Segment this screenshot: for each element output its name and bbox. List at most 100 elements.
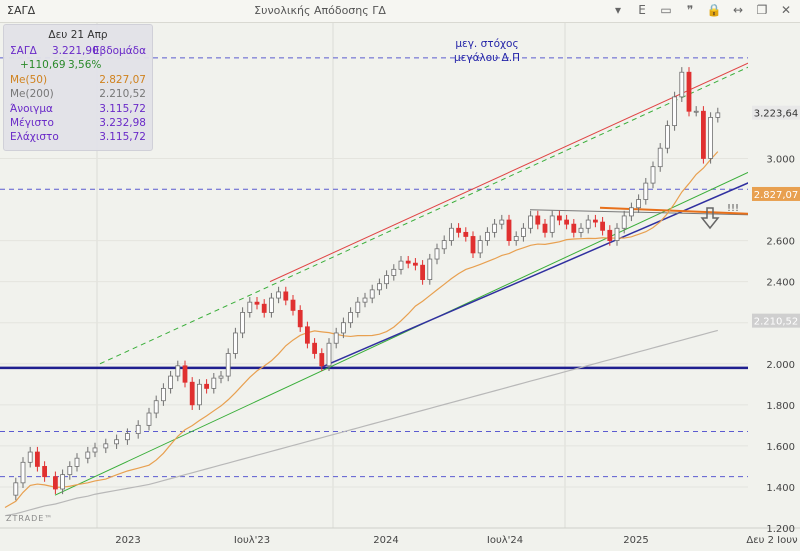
info-date: Δευ 21 Απρ xyxy=(48,29,108,41)
candle-body xyxy=(549,215,555,233)
candle-body xyxy=(665,125,670,149)
ma50-value: 2.827,07 xyxy=(99,74,146,86)
y-tick-label: 2.000 xyxy=(766,360,795,371)
moving-averages xyxy=(4,151,720,517)
candle-body xyxy=(499,219,505,225)
square-icon[interactable]: ▭ xyxy=(660,3,672,17)
last-price-label-bg xyxy=(752,105,800,120)
info-change-pct: 3,56% xyxy=(68,59,102,71)
info-period: Εβδομάδα xyxy=(92,45,146,57)
candle-body xyxy=(542,223,548,233)
candle-body xyxy=(283,291,289,301)
close-icon[interactable]: ✕ xyxy=(780,3,792,17)
candle-body xyxy=(448,227,454,241)
candle-body xyxy=(484,231,490,241)
candle-body xyxy=(585,219,591,229)
candle-body xyxy=(225,353,231,377)
target-annotation-line1: μεγ. στόχος xyxy=(455,38,518,50)
candle-body xyxy=(578,227,584,233)
candle-body xyxy=(513,236,519,241)
y-tick-label: 1.200 xyxy=(766,524,795,535)
candle-body xyxy=(521,227,526,237)
candle-body xyxy=(679,71,685,98)
candle-body xyxy=(384,275,390,285)
ma200-price-label-bg xyxy=(752,313,800,328)
header-icons: ▾ E ▭ ❞ 🔒 ↔ ❐ ✕ xyxy=(610,2,794,18)
quote-icon[interactable]: ❞ xyxy=(686,3,694,17)
candle-body xyxy=(261,303,267,313)
candle-body xyxy=(650,166,656,184)
candle-body xyxy=(672,96,677,127)
candle-body xyxy=(297,309,303,328)
y-tick-label: 3.000 xyxy=(766,154,795,165)
x-tick-label: 2025 xyxy=(623,535,648,546)
symbol-label[interactable]: ΣΑΓΔ xyxy=(7,4,36,17)
candle-body xyxy=(153,400,159,414)
ma50-price-label-bg xyxy=(752,186,800,201)
candle-body xyxy=(614,227,620,241)
candle-body xyxy=(168,375,174,389)
candle-body xyxy=(607,229,613,241)
candle-body xyxy=(376,283,382,291)
ma50-label: Me(50) xyxy=(10,74,48,86)
channel-dashed-green-line xyxy=(99,43,800,365)
window-icon[interactable]: ❐ xyxy=(756,3,768,17)
ma200-price-label: 2.210,52 xyxy=(754,317,799,328)
edit-icon[interactable]: E xyxy=(638,3,646,17)
price-chart[interactable]: 1.2001.4001.6001.8002.0002.2002.4002.600… xyxy=(0,23,800,551)
x-tick-label: Ιουλ'24 xyxy=(487,535,523,546)
channel-upper-red-line xyxy=(269,38,800,283)
candle-body xyxy=(535,215,541,225)
candle-body xyxy=(564,219,569,225)
candle-body xyxy=(708,117,713,159)
target-annotation-line2: μεγάλου Δ.Π xyxy=(454,52,520,64)
candle-body xyxy=(492,223,498,233)
candle-body xyxy=(125,433,130,441)
candle-body xyxy=(636,199,641,209)
candle-body xyxy=(557,215,562,221)
exclaim-annotation: !!! xyxy=(727,203,739,214)
y-tick-label: 1.800 xyxy=(766,401,795,412)
info-last-value: 3.221,90 xyxy=(52,45,99,57)
horizontal-levels xyxy=(0,57,748,478)
info-symbol: ΣΑΓΔ xyxy=(10,45,37,57)
axes: 1.2001.4001.6001.8002.0002.2002.4002.600… xyxy=(0,23,800,551)
info-change: +110,69 xyxy=(20,59,66,71)
candle-body xyxy=(405,260,411,264)
candle-body xyxy=(211,377,217,389)
candles xyxy=(13,67,721,501)
arrows-icon[interactable]: ↔ xyxy=(732,3,744,17)
x-tick-label: Δευ 2 Ιουν xyxy=(746,535,798,546)
candle-body xyxy=(175,365,181,377)
candle-body xyxy=(196,383,202,406)
down-arrow-icon[interactable]: ▾ xyxy=(614,3,622,17)
candle-body xyxy=(506,219,512,241)
candle-body xyxy=(398,260,404,270)
open-value: 3.115,72 xyxy=(99,103,146,115)
ma50-price-label: 2.827,07 xyxy=(754,190,799,201)
candle-body xyxy=(85,451,91,459)
ma200-label: Me(200) xyxy=(10,88,54,100)
candle-body xyxy=(470,236,476,254)
candle-body xyxy=(391,268,397,276)
ma200-line xyxy=(4,329,718,517)
low-value: 3.115,72 xyxy=(99,131,146,143)
candle-body xyxy=(20,461,26,484)
candle-body xyxy=(657,147,663,168)
lock-icon[interactable]: 🔒 xyxy=(706,3,722,17)
candle-body xyxy=(528,215,533,229)
candle-body xyxy=(67,466,73,476)
candle-body xyxy=(268,297,274,313)
x-tick-label: 2023 xyxy=(115,535,140,546)
low-label: Ελάχιστο xyxy=(10,131,59,143)
candle-body xyxy=(304,326,310,344)
candle-body xyxy=(369,289,375,299)
candle-body xyxy=(27,451,33,463)
candle-body xyxy=(247,301,253,313)
candle-body xyxy=(643,182,649,200)
candle-body xyxy=(312,342,318,354)
candle-body xyxy=(103,443,109,449)
candle-body xyxy=(232,332,238,354)
candle-body xyxy=(276,291,282,299)
candle-body xyxy=(629,207,634,217)
